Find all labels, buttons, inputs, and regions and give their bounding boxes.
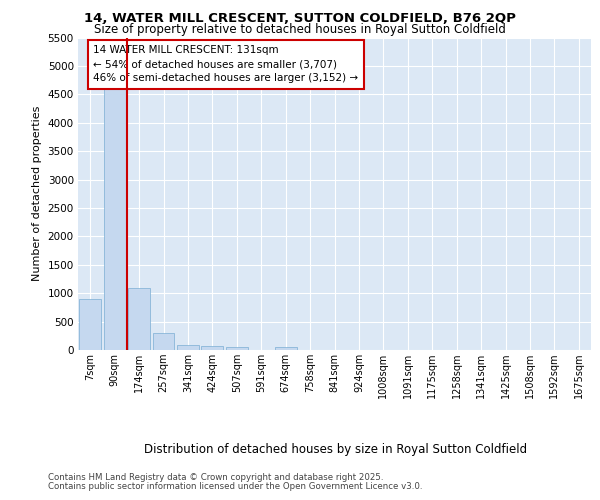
Bar bbox=[202, 346, 223, 350]
Y-axis label: Number of detached properties: Number of detached properties bbox=[32, 106, 42, 282]
Bar bbox=[275, 347, 296, 350]
Text: 14 WATER MILL CRESCENT: 131sqm
← 54% of detached houses are smaller (3,707)
46% : 14 WATER MILL CRESCENT: 131sqm ← 54% of … bbox=[94, 46, 359, 84]
Text: Contains public sector information licensed under the Open Government Licence v3: Contains public sector information licen… bbox=[48, 482, 422, 491]
Text: 14, WATER MILL CRESCENT, SUTTON COLDFIELD, B76 2QP: 14, WATER MILL CRESCENT, SUTTON COLDFIEL… bbox=[84, 12, 516, 26]
Text: Distribution of detached houses by size in Royal Sutton Coldfield: Distribution of detached houses by size … bbox=[145, 442, 527, 456]
Text: Size of property relative to detached houses in Royal Sutton Coldfield: Size of property relative to detached ho… bbox=[94, 22, 506, 36]
Bar bbox=[177, 346, 199, 350]
Bar bbox=[104, 88, 125, 350]
Bar bbox=[152, 333, 175, 350]
Bar bbox=[79, 299, 101, 350]
Bar bbox=[226, 347, 248, 350]
Text: Contains HM Land Registry data © Crown copyright and database right 2025.: Contains HM Land Registry data © Crown c… bbox=[48, 474, 383, 482]
Bar bbox=[128, 288, 150, 350]
